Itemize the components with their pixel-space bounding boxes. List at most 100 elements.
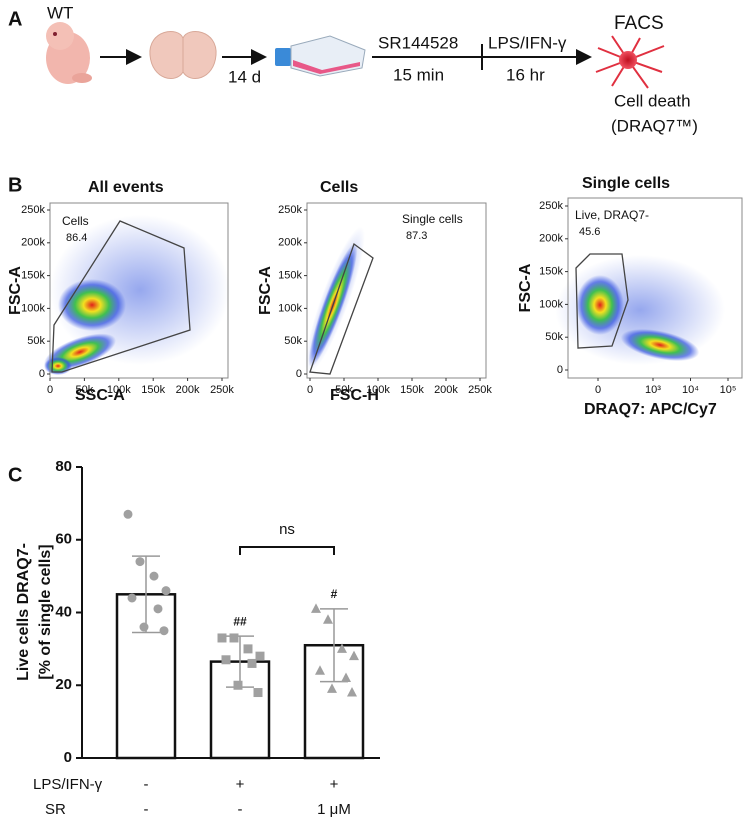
x-tick-label: 0 — [307, 384, 313, 396]
x-tick-label: 100k — [107, 384, 131, 396]
error-bar — [132, 555, 160, 634]
y-tick-label: 50k — [545, 331, 563, 343]
result-label: Cell death — [614, 91, 691, 110]
y-tick-label: 0 — [64, 749, 72, 766]
gate — [51, 220, 629, 375]
y-tick-label: 20 — [55, 676, 72, 693]
brain-icon — [149, 31, 217, 79]
data-point — [161, 586, 171, 596]
neuron-icon — [595, 35, 665, 89]
y-tick-label: 50k — [284, 335, 302, 347]
data-point — [253, 688, 263, 698]
y-tick-label: 250k — [278, 204, 302, 216]
plot-frame — [306, 202, 487, 379]
data-point — [337, 643, 347, 653]
data-point — [311, 603, 321, 613]
bar — [115, 593, 177, 760]
x-tick-label: 10⁴ — [682, 384, 699, 396]
panel-label: B — [8, 174, 22, 196]
wt-label: WT — [47, 3, 73, 22]
significance-mark: ## — [233, 614, 247, 628]
readout-label: FACS — [614, 13, 664, 34]
plot-title: Cells — [320, 179, 358, 196]
data-point — [221, 655, 231, 665]
data-point — [247, 658, 257, 668]
bracket-label: ns — [279, 521, 295, 538]
x-tick-label: 150k — [141, 384, 165, 396]
y-tick-label: 150k — [278, 270, 302, 282]
result-label: (DRAQ7™) — [611, 116, 698, 135]
gate-label: Live, DRAQ7- — [575, 208, 649, 222]
x-tick-label: 250k — [468, 384, 492, 396]
gate-value: 87.3 — [406, 230, 427, 242]
y-axis-label: FSC-A — [517, 263, 534, 312]
x-axis-label: DRAQ7: APC/Cy7 — [584, 401, 717, 418]
y-tick-label: 250k — [21, 204, 45, 216]
y-tick-label: 250k — [539, 200, 563, 212]
y-tick-label: 0 — [296, 368, 302, 380]
x-tick-label: 200k — [434, 384, 458, 396]
data-point — [347, 687, 357, 697]
x-tick-label: 10³ — [645, 384, 661, 396]
x-tick-label: 50k — [335, 384, 353, 396]
plot-frame — [567, 197, 743, 379]
data-point — [135, 557, 145, 567]
y-tick-label: 200k — [539, 233, 563, 245]
gate-label: Single cells — [402, 212, 463, 226]
data-point — [149, 571, 159, 581]
y-axis-label: FSC-A — [257, 266, 274, 315]
data-point — [327, 683, 337, 693]
panel-label: A — [8, 8, 22, 30]
panel-label: C — [8, 464, 22, 486]
plot-frame — [49, 202, 229, 379]
density-cloud — [43, 215, 725, 375]
data-point — [127, 593, 137, 603]
y-tick-label: 0 — [557, 364, 563, 376]
bracket — [239, 546, 335, 555]
y-tick-label: 40 — [55, 603, 72, 620]
data-point — [139, 622, 149, 632]
y-tick-label: 60 — [55, 531, 72, 548]
data-point — [153, 604, 163, 614]
x-tick-label: 100k — [366, 384, 390, 396]
data-point — [159, 626, 169, 636]
time-label: 15 min — [393, 65, 444, 84]
x-row-label: + — [330, 776, 339, 793]
gate-value: 86.4 — [66, 232, 87, 244]
gate-label: Cells — [62, 214, 89, 228]
data-point — [323, 614, 333, 624]
y-tick-label: 150k — [539, 266, 563, 278]
y-tick-label: 100k — [539, 298, 563, 310]
plot-title: All events — [88, 179, 164, 196]
duration-label: 14 d — [228, 67, 261, 86]
x-row-name: LPS/IFN-γ — [33, 776, 103, 793]
y-tick-label: 100k — [21, 302, 45, 314]
plot-title: Single cells — [582, 175, 670, 192]
significance-mark: # — [331, 587, 338, 601]
x-row-label: - — [238, 801, 243, 818]
data-point — [229, 633, 239, 643]
data-point — [243, 644, 253, 654]
data-point — [233, 680, 243, 690]
y-axis-label: FSC-A — [7, 266, 24, 315]
x-axis-label: SSC-A — [75, 387, 125, 404]
gate-value: 45.6 — [579, 226, 600, 238]
data-point — [123, 509, 133, 519]
y-tick-label: 150k — [21, 270, 45, 282]
y-tick-label: 0 — [39, 368, 45, 380]
x-row-label: - — [144, 776, 149, 793]
data-point — [255, 651, 265, 661]
treatment-label: SR144528 — [378, 33, 458, 52]
data-point — [349, 650, 359, 661]
x-axis-label: FSC-H — [330, 387, 379, 404]
y-tick-label: 200k — [278, 237, 302, 249]
x-tick-label: 0 — [595, 384, 601, 396]
x-tick-label: 50k — [76, 384, 94, 396]
x-row-label: + — [236, 776, 245, 793]
x-row-label: - — [144, 801, 149, 818]
x-row-label: 1 μM — [317, 801, 351, 818]
data-point — [341, 672, 351, 682]
y-tick-label: 100k — [278, 302, 302, 314]
x-tick-label: 10⁵ — [720, 384, 737, 396]
